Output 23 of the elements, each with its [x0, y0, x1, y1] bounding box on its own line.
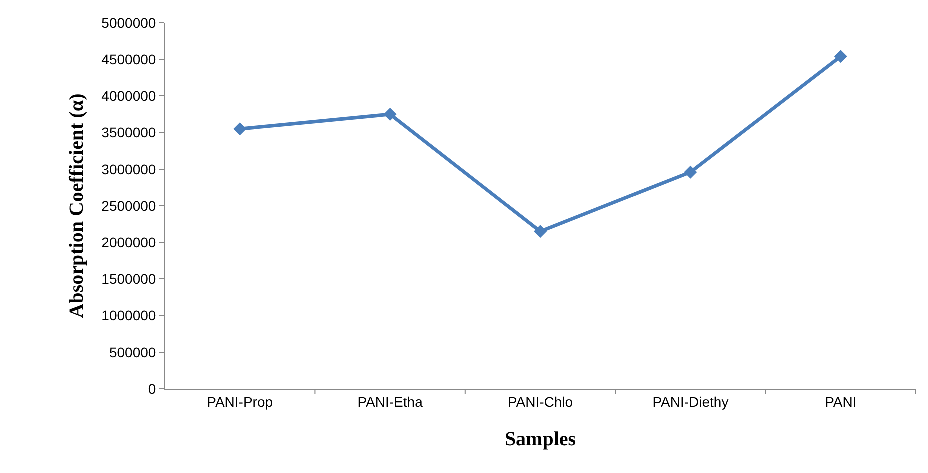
- y-tick-label: 5000000: [102, 14, 156, 31]
- point: [684, 166, 698, 179]
- x-tick-label: PANI-Chlo: [508, 394, 574, 410]
- point: [834, 50, 848, 64]
- y-tick-label: 0: [148, 380, 156, 397]
- y-tick-label: 2000000: [102, 234, 156, 250]
- y-tick-label: 4000000: [102, 88, 156, 104]
- x-tick-label: PANI-Diethy: [652, 394, 729, 410]
- y-axis-title: Absorption Coefficient (α): [66, 94, 88, 318]
- point: [384, 108, 397, 121]
- y-tick-label: 3500000: [102, 124, 156, 141]
- point: [534, 225, 547, 238]
- y-tick-label: 3000000: [102, 161, 156, 178]
- point: [234, 122, 247, 136]
- y-tick-label: 4500000: [102, 52, 156, 68]
- y-tick-label: 2500000: [102, 198, 156, 214]
- x-axis-title: Samples: [504, 428, 576, 450]
- x-tick-label: PANI-Prop: [207, 394, 274, 410]
- x-tick-label: PANI: [825, 394, 857, 410]
- x-tick-label: PANI-Etha: [358, 394, 424, 410]
- y-tick-label: 1500000: [102, 271, 156, 288]
- y-tick-label: 1000000: [102, 308, 156, 324]
- y-tick-label: 500000: [109, 344, 156, 360]
